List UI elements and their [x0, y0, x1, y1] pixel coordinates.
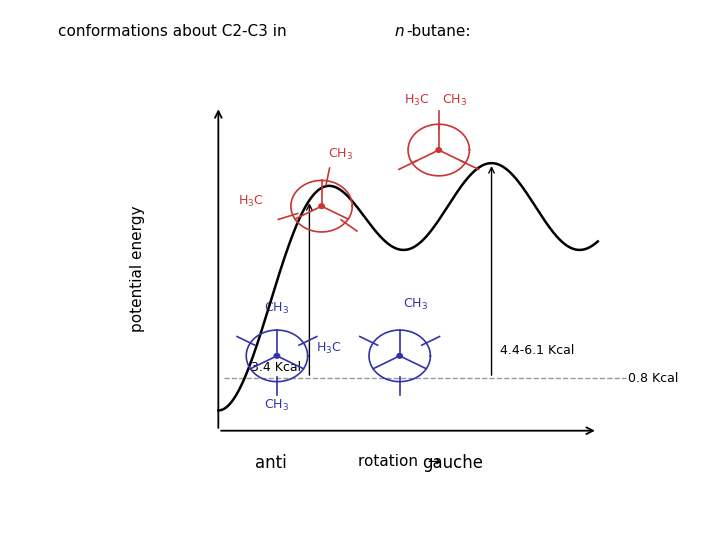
Text: rotation  →: rotation → — [359, 454, 441, 469]
Text: H$_3$C: H$_3$C — [238, 193, 264, 208]
Text: CH$_3$: CH$_3$ — [264, 301, 289, 316]
Text: H$_3$C: H$_3$C — [404, 92, 430, 107]
Text: 3.4 Kcal: 3.4 Kcal — [251, 361, 301, 374]
Polygon shape — [274, 354, 279, 358]
Text: 0.8 Kcal: 0.8 Kcal — [629, 372, 679, 384]
Text: $n$: $n$ — [394, 24, 405, 39]
Text: CH$_3$: CH$_3$ — [402, 297, 428, 312]
Text: potential energy: potential energy — [130, 205, 145, 332]
Text: gauche: gauche — [422, 454, 483, 472]
Text: anti: anti — [255, 454, 287, 472]
Text: 4.4-6.1 Kcal: 4.4-6.1 Kcal — [500, 344, 575, 357]
Polygon shape — [397, 354, 402, 358]
Text: CH$_3$: CH$_3$ — [264, 399, 289, 414]
Text: -butane:: -butane: — [406, 24, 471, 39]
Polygon shape — [436, 148, 441, 152]
Polygon shape — [319, 204, 324, 208]
Text: conformations about C2-C3 in: conformations about C2-C3 in — [58, 24, 291, 39]
Text: H$_3$C: H$_3$C — [316, 341, 341, 356]
Text: CH$_3$: CH$_3$ — [442, 92, 467, 107]
Text: CH$_3$: CH$_3$ — [328, 147, 353, 163]
